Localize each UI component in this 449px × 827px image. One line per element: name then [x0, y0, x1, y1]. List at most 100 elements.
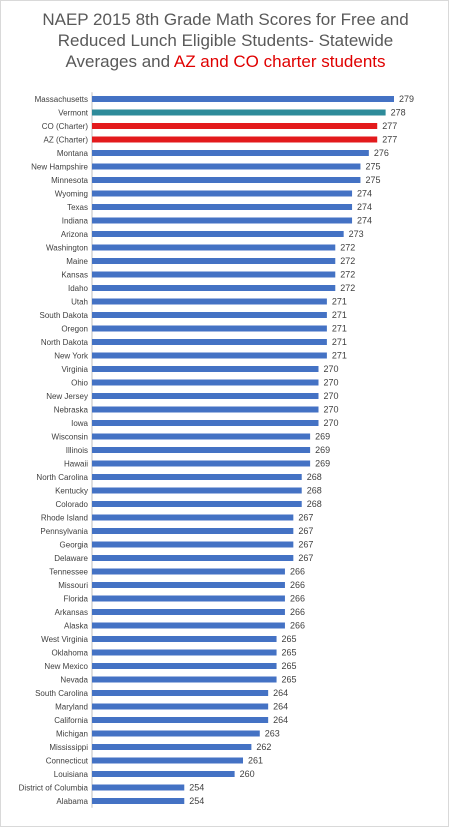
- value-label: 265: [282, 675, 297, 685]
- title-line-3: Averages and AZ and CO charter students: [1, 51, 448, 72]
- category-label: North Dakota: [41, 338, 89, 347]
- bar: [92, 109, 386, 116]
- category-label: Indiana: [62, 217, 89, 226]
- value-label: 264: [273, 688, 288, 698]
- category-label: Arkansas: [55, 608, 88, 617]
- value-label: 271: [332, 297, 347, 307]
- category-label: Nevada: [60, 676, 88, 685]
- value-label: 269: [315, 432, 330, 442]
- category-label: CO (Charter): [42, 122, 89, 131]
- bar: [92, 717, 269, 723]
- category-label: Arizona: [61, 230, 89, 239]
- category-label: Maine: [66, 257, 88, 266]
- category-label: Kansas: [61, 271, 88, 280]
- bar: [92, 487, 302, 494]
- value-label: 270: [324, 378, 339, 388]
- title-line-2: Reduced Lunch Eligible Students- Statewi…: [1, 30, 448, 51]
- value-label: 263: [265, 729, 280, 739]
- category-label: Georgia: [60, 541, 89, 550]
- category-label: Iowa: [71, 419, 88, 428]
- value-label: 274: [357, 189, 372, 199]
- bar: [92, 325, 327, 332]
- title-highlight-text: AZ and CO charter students: [173, 52, 386, 71]
- bar: [92, 744, 252, 750]
- category-label: California: [54, 716, 88, 725]
- category-label: West Virginia: [41, 635, 88, 644]
- bar: [92, 568, 285, 575]
- value-label: 273: [349, 229, 364, 239]
- value-label: 266: [290, 567, 305, 577]
- category-label: Alabama: [56, 797, 88, 806]
- value-label: 274: [357, 202, 372, 212]
- bar: [92, 379, 319, 386]
- value-label: 271: [332, 310, 347, 320]
- value-label: 266: [290, 607, 305, 617]
- category-label: New Mexico: [44, 662, 88, 671]
- value-label: 254: [189, 783, 204, 793]
- category-label: Vermont: [58, 109, 89, 118]
- category-label: Minnesota: [51, 176, 88, 185]
- value-label: 267: [298, 540, 313, 550]
- bar: [92, 771, 235, 777]
- value-label: 272: [340, 283, 355, 293]
- category-label: Florida: [64, 595, 89, 604]
- bar: [92, 285, 336, 291]
- bar: [92, 555, 294, 561]
- value-label: 262: [256, 742, 271, 752]
- value-label: 272: [340, 243, 355, 253]
- bar: [92, 609, 285, 615]
- value-label: 267: [298, 526, 313, 536]
- value-label: 269: [315, 459, 330, 469]
- title-line-2-text: Reduced Lunch Eligible Students- Statewi…: [57, 31, 394, 50]
- category-label: Washington: [46, 244, 88, 253]
- category-label: Mississippi: [49, 743, 88, 752]
- value-label: 264: [273, 715, 288, 725]
- category-label: Texas: [67, 203, 88, 212]
- bar: [92, 420, 319, 426]
- category-label: District of Columbia: [19, 784, 89, 793]
- bar: [92, 96, 394, 102]
- bar: [92, 217, 353, 224]
- value-label: 266: [290, 580, 305, 590]
- bar: [92, 582, 285, 588]
- category-label: Utah: [71, 298, 88, 307]
- title-line-3-text: Averages and: [65, 52, 174, 71]
- value-label: 270: [324, 418, 339, 428]
- bar: [92, 690, 269, 696]
- category-label: Kentucky: [55, 487, 88, 496]
- value-label: 269: [315, 445, 330, 455]
- bar: [92, 730, 260, 737]
- bar: [92, 244, 336, 251]
- value-label: 267: [298, 553, 313, 563]
- bar: [92, 163, 361, 170]
- value-label: 254: [189, 796, 204, 806]
- category-label: Tennessee: [49, 568, 88, 577]
- category-label: Ohio: [71, 379, 88, 388]
- bar: [92, 136, 378, 143]
- category-label: Colorado: [56, 500, 89, 509]
- bar: [92, 339, 327, 345]
- bar: [92, 514, 294, 521]
- category-label: Illinois: [66, 446, 88, 455]
- bar: [92, 703, 269, 710]
- bar: [92, 393, 319, 399]
- bar: [92, 460, 311, 467]
- bar: [92, 352, 327, 359]
- bar: [92, 231, 344, 237]
- value-label: 265: [282, 648, 297, 658]
- value-label: 267: [298, 513, 313, 523]
- value-label: 268: [307, 486, 322, 496]
- bar: [92, 312, 327, 318]
- bar: [92, 447, 311, 453]
- category-label: AZ (Charter): [44, 136, 89, 145]
- value-label: 260: [240, 769, 255, 779]
- category-label: New Jersey: [46, 392, 88, 401]
- category-label: Montana: [57, 149, 89, 158]
- category-label: North Carolina: [36, 473, 88, 482]
- value-label: 275: [365, 175, 380, 185]
- value-label: 268: [307, 499, 322, 509]
- value-label: 274: [357, 216, 372, 226]
- bar: [92, 595, 285, 602]
- category-label: Alaska: [64, 622, 89, 631]
- category-label: Delaware: [54, 554, 88, 563]
